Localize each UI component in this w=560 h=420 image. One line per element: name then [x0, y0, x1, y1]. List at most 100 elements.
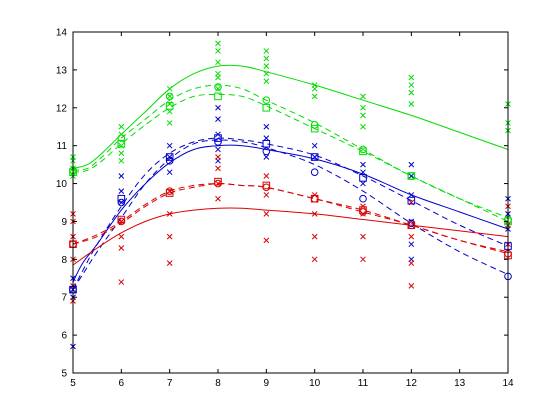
scatter-point-0-8 [118, 123, 125, 130]
y-tick-label-6: 11 [57, 141, 68, 152]
scatter-point-0-34 [408, 82, 415, 88]
square-marker-1-5 [310, 124, 319, 133]
y-tick-label-9: 14 [56, 28, 68, 39]
series-line-6 [72, 207, 509, 266]
scatter-point-0-25 [311, 93, 318, 100]
square-marker-1-6 [359, 147, 367, 156]
scatter-point-1-27 [408, 173, 415, 179]
scatter-point-1-22 [360, 161, 366, 168]
circle-marker-2-6 [359, 194, 367, 203]
scatter-point-0-29 [360, 112, 366, 119]
scatter-point-0-19 [215, 40, 221, 47]
scatter-point-2-31 [408, 260, 415, 266]
scatter-point-0-32 [408, 101, 415, 107]
square-marker-5-3 [214, 177, 222, 186]
series-line-3 [72, 144, 509, 283]
scatter-point-0-22 [263, 63, 270, 69]
square-marker-5-5 [310, 194, 319, 203]
scatter-point-2-21 [263, 173, 270, 179]
scatter-point-1-17 [263, 123, 270, 130]
scatter-point-0-14 [215, 85, 221, 92]
scatter-point-1-18 [311, 154, 318, 160]
y-tick-label-2: 7 [61, 293, 67, 304]
y-tick-label-7: 12 [56, 103, 68, 114]
scatter-point-2-12 [166, 211, 173, 217]
x-tick-label-6: 11 [358, 378, 369, 389]
square-marker-5-2 [165, 189, 174, 197]
scatter-point-2-18 [263, 237, 270, 244]
scatter-point-2-6 [118, 279, 125, 285]
scatter-point-0-18 [215, 48, 221, 54]
y-tick-label-8: 13 [56, 65, 68, 76]
square-marker-1-2 [165, 102, 174, 110]
scatter-point-0-28 [360, 123, 366, 130]
circle-marker-2-5 [310, 168, 319, 176]
square-marker-3-6 [359, 174, 367, 182]
scatter-point-2-30 [408, 283, 415, 289]
square-marker-5-6 [359, 206, 367, 214]
square-marker-3-3 [214, 134, 222, 142]
scatter-point-2-16 [215, 165, 221, 172]
scatter-point-0-31 [360, 93, 366, 100]
x-tick-label-8: 13 [454, 378, 466, 389]
square-marker-5-1 [117, 215, 126, 224]
scatter-point-1-28 [408, 161, 415, 168]
scatter-point-1-7 [166, 169, 173, 176]
scatter-point-1-11 [215, 146, 221, 153]
square-marker-5-7 [407, 221, 416, 230]
series-line-4 [72, 139, 509, 290]
scatter-point-1-20 [360, 180, 366, 187]
scatter-point-0-30 [360, 104, 366, 111]
scatter-point-1-5 [118, 188, 125, 194]
scatter-point-0-10 [166, 108, 173, 115]
scatter-point-2-17 [215, 154, 221, 160]
square-marker-3-7 [407, 196, 416, 205]
x-tick-label-3: 8 [215, 378, 221, 389]
scatter-point-1-9 [166, 142, 173, 149]
scatter-point-2-7 [118, 245, 125, 251]
y-tick-label-0: 5 [61, 369, 67, 380]
scatter-point-0-5 [118, 150, 125, 157]
scatter-point-2-24 [311, 211, 318, 217]
series-line-2 [72, 93, 509, 222]
scatter-point-2-23 [311, 233, 318, 240]
circle-marker-0-3 [214, 83, 222, 91]
x-tick-label-0: 5 [70, 378, 76, 389]
series-lines [72, 64, 509, 290]
scatter-point-2-20 [263, 192, 270, 198]
square-marker-1-7 [407, 172, 416, 180]
scatter-point-1-21 [360, 169, 366, 176]
scatter-point-1-6 [118, 173, 125, 179]
x-tick-label-5: 10 [309, 378, 321, 389]
scatter-point-0-23 [263, 55, 270, 62]
square-marker-3-2 [165, 153, 174, 161]
x-tick-label-1: 6 [119, 378, 125, 389]
scatter-point-0-12 [166, 93, 173, 100]
square-marker-3-4 [262, 139, 271, 148]
scatter-point-1-14 [215, 104, 221, 111]
scatter-point-0-21 [263, 70, 270, 77]
scatter-point-2-22 [311, 256, 318, 263]
square-marker-1-3 [214, 92, 222, 101]
scatter-point-1-16 [263, 135, 270, 141]
y-tick-label-5: 10 [56, 179, 68, 190]
scatter-point-2-10 [166, 260, 173, 266]
scatter-point-2-27 [360, 233, 366, 240]
y-tick-label-4: 9 [61, 217, 67, 228]
scatter-point-2-11 [166, 233, 173, 240]
circle-marker-2-4 [262, 147, 271, 156]
x-tick-label-4: 9 [264, 378, 270, 389]
scatter-point-0-16 [215, 70, 221, 77]
scatter-point-2-32 [408, 233, 415, 240]
scatter-point-0-24 [263, 48, 270, 54]
scatter-point-0-13 [166, 85, 173, 92]
scatter-point-0-20 [263, 78, 270, 85]
scatter-point-0-17 [215, 59, 221, 66]
scatter-point-2-19 [263, 211, 270, 217]
scatter-point-2-26 [360, 256, 366, 263]
scatter-point-2-14 [215, 195, 221, 202]
square-marker-3-1 [117, 194, 126, 203]
scatter-point-0-33 [408, 89, 415, 96]
